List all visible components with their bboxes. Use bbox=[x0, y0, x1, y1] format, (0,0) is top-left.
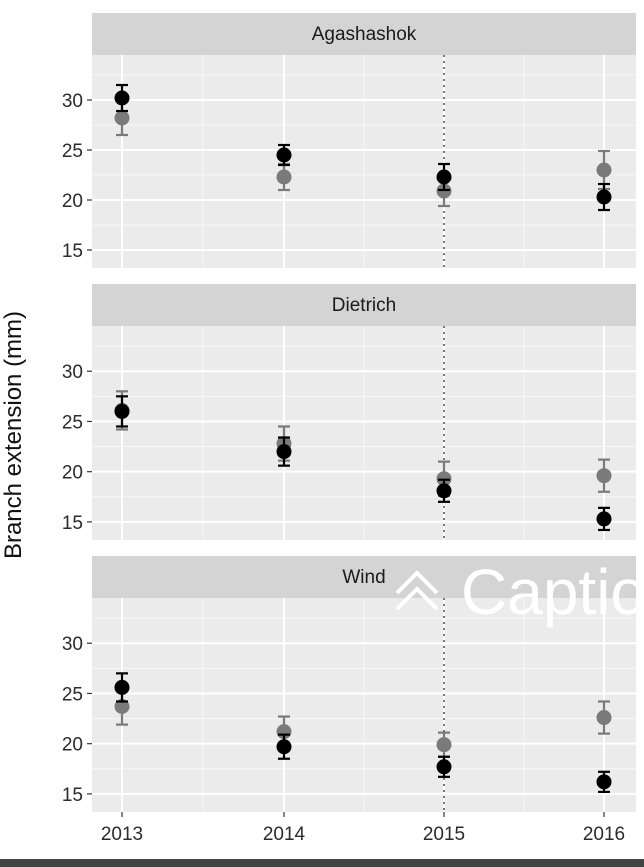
panel-title: Dietrich bbox=[332, 295, 396, 316]
data-point bbox=[596, 189, 612, 205]
data-point bbox=[114, 699, 130, 715]
data-point bbox=[596, 710, 612, 726]
y-tick-label: 20 bbox=[62, 191, 83, 212]
y-tick-label: 20 bbox=[62, 735, 83, 756]
data-point bbox=[436, 169, 452, 185]
data-point bbox=[596, 774, 612, 790]
x-axis: 2013 2014 2015 2016 bbox=[101, 812, 625, 845]
y-tick-label: 20 bbox=[62, 463, 83, 484]
data-point bbox=[436, 483, 452, 499]
x-tick-label: 2014 bbox=[263, 824, 306, 845]
double-chevron-up-icon bbox=[395, 570, 439, 611]
data-point bbox=[276, 739, 292, 755]
data-point bbox=[114, 403, 130, 419]
y-tick-label: 15 bbox=[62, 785, 83, 806]
panel: Dietrich 15 20 25 30 bbox=[62, 284, 636, 540]
data-point bbox=[114, 90, 130, 106]
panel-strip bbox=[92, 13, 636, 55]
data-point bbox=[114, 110, 130, 126]
panel: Agashashok 15 20 25 30 bbox=[62, 13, 636, 268]
y-tick-label: 30 bbox=[62, 91, 83, 112]
y-tick-label: 25 bbox=[62, 412, 83, 433]
y-tick-label: 30 bbox=[62, 634, 83, 655]
x-tick-label: 2013 bbox=[101, 824, 143, 845]
panels-group: Agashashok 15 20 25 30 Dietrich 15 20 25 30 Wind 15… bbox=[62, 13, 636, 812]
data-point bbox=[114, 679, 130, 695]
data-point bbox=[436, 737, 452, 753]
caption-text: Captio bbox=[461, 556, 644, 628]
panel-strip bbox=[92, 556, 636, 598]
data-point bbox=[596, 511, 612, 527]
data-point bbox=[276, 147, 292, 163]
x-tick-label: 2016 bbox=[583, 824, 625, 845]
data-point bbox=[276, 444, 292, 460]
y-tick-label: 30 bbox=[62, 362, 83, 383]
panel-strip bbox=[92, 284, 636, 326]
panel: Wind 15 20 25 30 bbox=[62, 556, 636, 812]
y-axis-title: Branch extension (mm) bbox=[0, 311, 27, 559]
x-tick-label: 2015 bbox=[423, 824, 465, 845]
panel-title: Agashashok bbox=[312, 24, 417, 45]
data-point bbox=[276, 169, 292, 185]
y-tick-label: 15 bbox=[62, 241, 83, 262]
caption-overlay[interactable]: Captio bbox=[395, 556, 644, 628]
y-tick-label: 25 bbox=[62, 141, 83, 162]
data-point bbox=[436, 759, 452, 775]
y-tick-label: 25 bbox=[62, 684, 83, 705]
panel-title: Wind bbox=[342, 567, 385, 588]
bottom-edge-bar bbox=[0, 859, 644, 867]
data-point bbox=[596, 468, 612, 484]
data-point bbox=[596, 162, 612, 178]
y-tick-label: 15 bbox=[62, 513, 83, 534]
